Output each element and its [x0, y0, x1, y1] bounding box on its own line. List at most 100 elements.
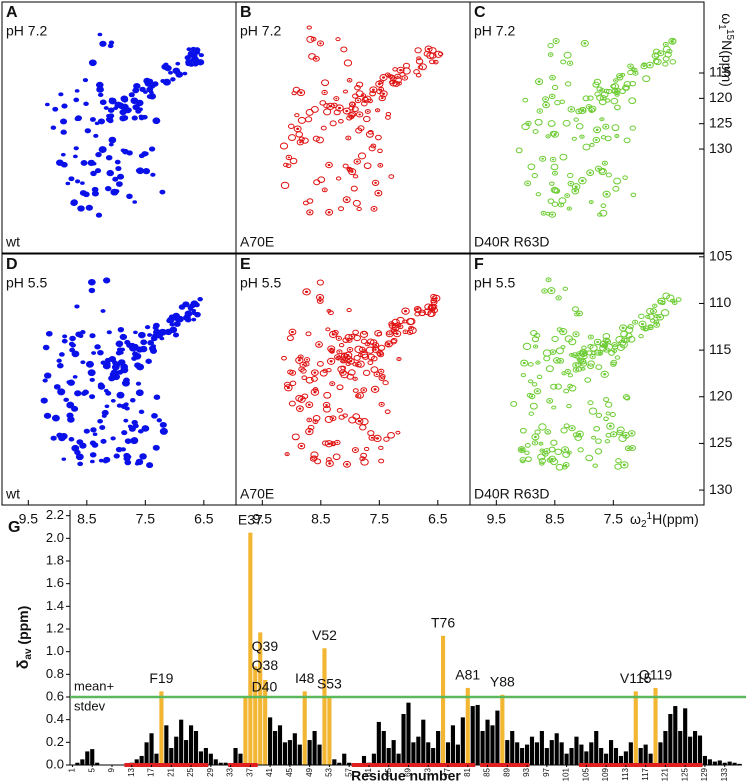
peak [143, 151, 149, 156]
peak [348, 369, 356, 376]
peak [156, 418, 163, 423]
peak [570, 354, 573, 356]
peak [595, 364, 603, 370]
peak [386, 330, 393, 336]
peak [302, 288, 311, 296]
peak [346, 357, 355, 365]
peak [649, 326, 652, 329]
bar [623, 751, 628, 765]
peak [538, 110, 541, 112]
peak [94, 168, 102, 174]
peak [568, 352, 575, 357]
peak [554, 40, 558, 42]
peak [568, 207, 571, 210]
x-tick-label: 121 [661, 767, 670, 781]
peak [602, 333, 611, 340]
peak [74, 390, 82, 397]
peak [359, 424, 367, 431]
peak [437, 51, 444, 57]
peak [352, 388, 359, 393]
peak [338, 351, 341, 353]
peak [97, 382, 105, 388]
peak [121, 430, 128, 436]
panel-frame [235, 1, 471, 254]
peak [545, 450, 549, 453]
peak [346, 78, 353, 83]
bar [688, 736, 693, 765]
peak [603, 397, 610, 403]
bar [559, 742, 564, 765]
peak [82, 78, 89, 83]
bar [569, 748, 574, 765]
bar [159, 691, 164, 765]
peak [297, 442, 306, 450]
peak [628, 445, 636, 451]
peak [388, 174, 395, 179]
ph-label: pH 7.2 [6, 23, 47, 39]
peak [374, 189, 383, 197]
ph-label: pH 7.2 [474, 23, 515, 39]
peak [371, 88, 375, 91]
peak [600, 370, 609, 378]
peak [611, 83, 620, 90]
peak [546, 430, 549, 433]
x-tick-label: 133 [720, 767, 729, 781]
peak [82, 191, 90, 198]
peak [60, 118, 68, 125]
peak [370, 143, 377, 149]
x-tick-label: 113 [621, 767, 630, 780]
peak [123, 452, 131, 459]
peak [378, 401, 385, 407]
peak [362, 96, 369, 102]
peak [110, 398, 116, 403]
peak [346, 308, 352, 313]
peak [372, 344, 378, 349]
peak [525, 456, 532, 462]
peak [99, 40, 107, 47]
peak [97, 32, 103, 37]
peak [308, 211, 312, 214]
peak [330, 441, 336, 446]
peak [296, 139, 305, 146]
x-tick-label: 8.5 [545, 511, 565, 527]
peak [342, 460, 352, 468]
bar [564, 753, 569, 765]
x-tick-label: 69 [404, 767, 413, 776]
peak [542, 101, 550, 109]
peak [146, 94, 153, 99]
peak [118, 103, 126, 110]
peak [348, 79, 351, 81]
bar [243, 697, 248, 765]
peak [82, 389, 89, 395]
peak [371, 179, 380, 186]
bar [574, 736, 579, 765]
peak [569, 62, 572, 65]
peak [594, 448, 603, 455]
threshold-label: mean+ [74, 678, 114, 693]
bar [520, 748, 525, 765]
peak [575, 123, 584, 130]
y-tick-label: 130 [709, 481, 733, 497]
peak [115, 340, 124, 348]
bar [490, 725, 495, 765]
peak [564, 81, 572, 87]
peak [364, 109, 371, 114]
peak [587, 400, 594, 406]
peak [317, 176, 326, 183]
spectrum [510, 277, 682, 471]
peak [348, 105, 355, 111]
peak [183, 314, 191, 321]
peak [527, 122, 530, 125]
peak [528, 379, 534, 384]
peak [315, 293, 325, 301]
peak [139, 86, 146, 92]
bar [332, 759, 337, 765]
peak [378, 375, 386, 381]
peak [604, 98, 611, 103]
ph-label: pH 5.5 [474, 275, 515, 291]
peak [347, 112, 356, 119]
x-tick-label: 8.5 [77, 511, 97, 527]
peak [558, 197, 567, 205]
peak [618, 339, 627, 347]
peak [547, 52, 554, 57]
